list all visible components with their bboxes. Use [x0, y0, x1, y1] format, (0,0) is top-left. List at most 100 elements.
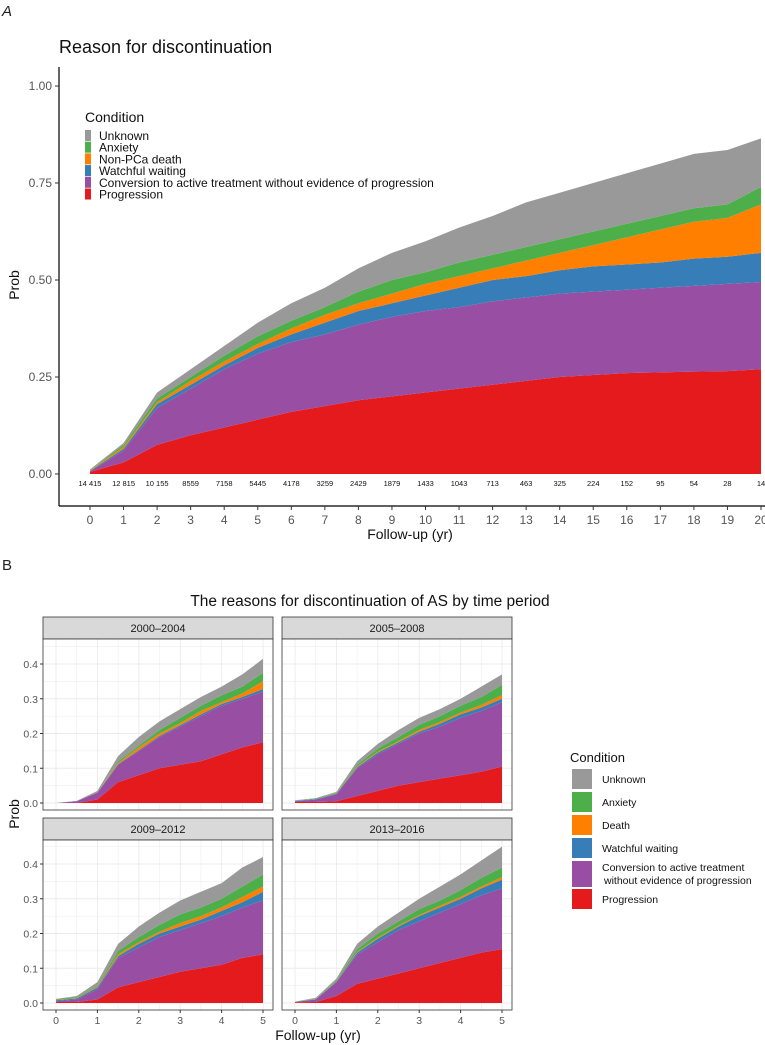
- area-series-2: [56, 891, 263, 1002]
- x-tick-label-b: 1: [333, 1015, 339, 1027]
- area-series-5: [295, 846, 502, 1002]
- area-series-0: [56, 954, 263, 1003]
- area-series-0: [56, 742, 263, 803]
- legend-item-a: Unknown: [99, 129, 149, 143]
- chart-title-a: Reason for discontinuation: [59, 37, 272, 57]
- x-tick-label-a: 15: [587, 513, 601, 527]
- x-tick-label-a: 0: [87, 513, 94, 527]
- at-risk-count: 8559: [182, 479, 199, 488]
- facet-1: 2005–2008: [281, 616, 513, 811]
- legend-swatch-b: [572, 861, 592, 887]
- area-series-0: [295, 949, 502, 1003]
- x-tick-label-a: 8: [355, 513, 362, 527]
- x-tick-label-a: 14: [553, 513, 567, 527]
- x-tick-label-a: 3: [187, 513, 194, 527]
- y-tick-label-a: 0.50: [29, 273, 53, 287]
- x-tick-label-b: 5: [499, 1015, 505, 1027]
- x-tick-label-a: 11: [453, 513, 466, 527]
- x-tick-label-a: 10: [419, 513, 433, 527]
- x-axis-label-a: Follow-up (yr): [367, 526, 453, 542]
- chart-title-b: The reasons for discontinuation of AS by…: [190, 593, 549, 610]
- y-tick-label-b: 0.4: [23, 859, 38, 871]
- area-series-5: [56, 658, 263, 803]
- x-tick-label-a: 6: [288, 513, 295, 527]
- legend-swatch-a: [85, 188, 91, 200]
- y-tick-label-b: 0.0: [23, 798, 38, 810]
- area-series-1: [56, 900, 263, 1002]
- x-tick-label-b: 2: [136, 1015, 142, 1027]
- facet-border: [281, 839, 513, 1011]
- legend-item-a: Anxiety: [99, 141, 138, 155]
- area-series-5: [295, 674, 502, 801]
- y-tick-label-b: 0.3: [23, 894, 38, 906]
- y-tick-label-b: 0.1: [23, 963, 38, 975]
- at-risk-count: 1879: [384, 479, 401, 488]
- at-risk-count: 325: [553, 479, 566, 488]
- x-tick-label-a: 18: [687, 513, 701, 527]
- legend-title-a: Condition: [85, 109, 144, 125]
- y-tick-label-b: 0.2: [23, 929, 38, 941]
- x-tick-label-b: 4: [458, 1015, 464, 1027]
- at-risk-count: 28: [723, 479, 731, 488]
- facet-border: [42, 839, 274, 1011]
- at-risk-count: 713: [486, 479, 499, 488]
- area-series-3: [295, 695, 502, 801]
- y-tick-label-a: 0.25: [29, 370, 53, 384]
- area-series-2: [295, 879, 502, 1002]
- at-risk-count: 54: [690, 479, 698, 488]
- x-tick-label-a: 19: [721, 513, 735, 527]
- x-tick-label-b: 1: [94, 1015, 100, 1027]
- at-risk-count: 2429: [350, 479, 367, 488]
- legend-item-a: Non-PCa death: [99, 152, 182, 166]
- y-axis-label-a: Prob: [6, 270, 22, 300]
- legend-swatch-a: [85, 141, 91, 153]
- facet-3: 2013–2016 0 1 2 3 4 5: [281, 817, 513, 1027]
- facet-strip-label: 2000–2004: [130, 623, 185, 635]
- x-tick-label-b: 0: [292, 1015, 298, 1027]
- y-tick-label-b: 0.4: [23, 659, 38, 671]
- legend-swatch-b: [572, 769, 592, 789]
- x-tick-label-a: 7: [322, 513, 329, 527]
- legend-item-a: Conversion to active treatment without e…: [99, 176, 434, 190]
- legend-b: Condition Unknown Anxiety Death Watchful wai…: [570, 750, 752, 909]
- y-tick-label-a: 1.00: [29, 79, 53, 93]
- panel-label-a: A: [1, 3, 12, 20]
- at-risk-count: 5445: [249, 479, 266, 488]
- area-series-4: [295, 867, 502, 1002]
- facet-border: [42, 638, 274, 811]
- area-series-1: [56, 691, 263, 803]
- y-tick-label-b: 0.3: [23, 694, 38, 706]
- legend-swatch-b: [572, 815, 592, 835]
- x-tick-label-b: 2: [375, 1015, 381, 1027]
- at-risk-count: 10 155: [146, 479, 169, 488]
- legend-swatch-b: [572, 838, 592, 858]
- facet-strip-label: 2013–2016: [369, 824, 424, 836]
- facet-border: [281, 638, 513, 811]
- area-series-3: [56, 886, 263, 1001]
- area-series-1: [295, 888, 502, 1003]
- facet-strip-label: 2005–2008: [369, 623, 424, 635]
- legend-swatch-b: [572, 889, 592, 909]
- y-tick-label-b: 0.2: [23, 729, 38, 741]
- x-axis-label-b: Follow-up (yr): [275, 1027, 361, 1043]
- x-tick-label-a: 20: [754, 513, 765, 527]
- at-risk-count: 14 415: [79, 479, 102, 488]
- x-tick-label-a: 9: [389, 513, 396, 527]
- x-tick-label-a: 12: [486, 513, 500, 527]
- x-tick-label-a: 13: [519, 513, 533, 527]
- x-tick-label-a: 5: [254, 513, 261, 527]
- area-series-4: [90, 186, 761, 471]
- x-tick-label-b: 5: [260, 1015, 266, 1027]
- y-tick-label-a: 0.00: [29, 467, 53, 481]
- at-risk-count: 1433: [417, 479, 434, 488]
- legend-swatch-b: [572, 792, 592, 812]
- area-series-4: [56, 672, 263, 803]
- x-tick-label-a: 17: [654, 513, 668, 527]
- area-series-1: [295, 702, 502, 802]
- area-series-2: [295, 698, 502, 802]
- at-risk-count: 224: [587, 479, 600, 488]
- legend-item-b: Conversion to active treatment: [602, 862, 744, 874]
- plot-area-a: [90, 138, 761, 474]
- legend-swatch-a: [85, 176, 91, 188]
